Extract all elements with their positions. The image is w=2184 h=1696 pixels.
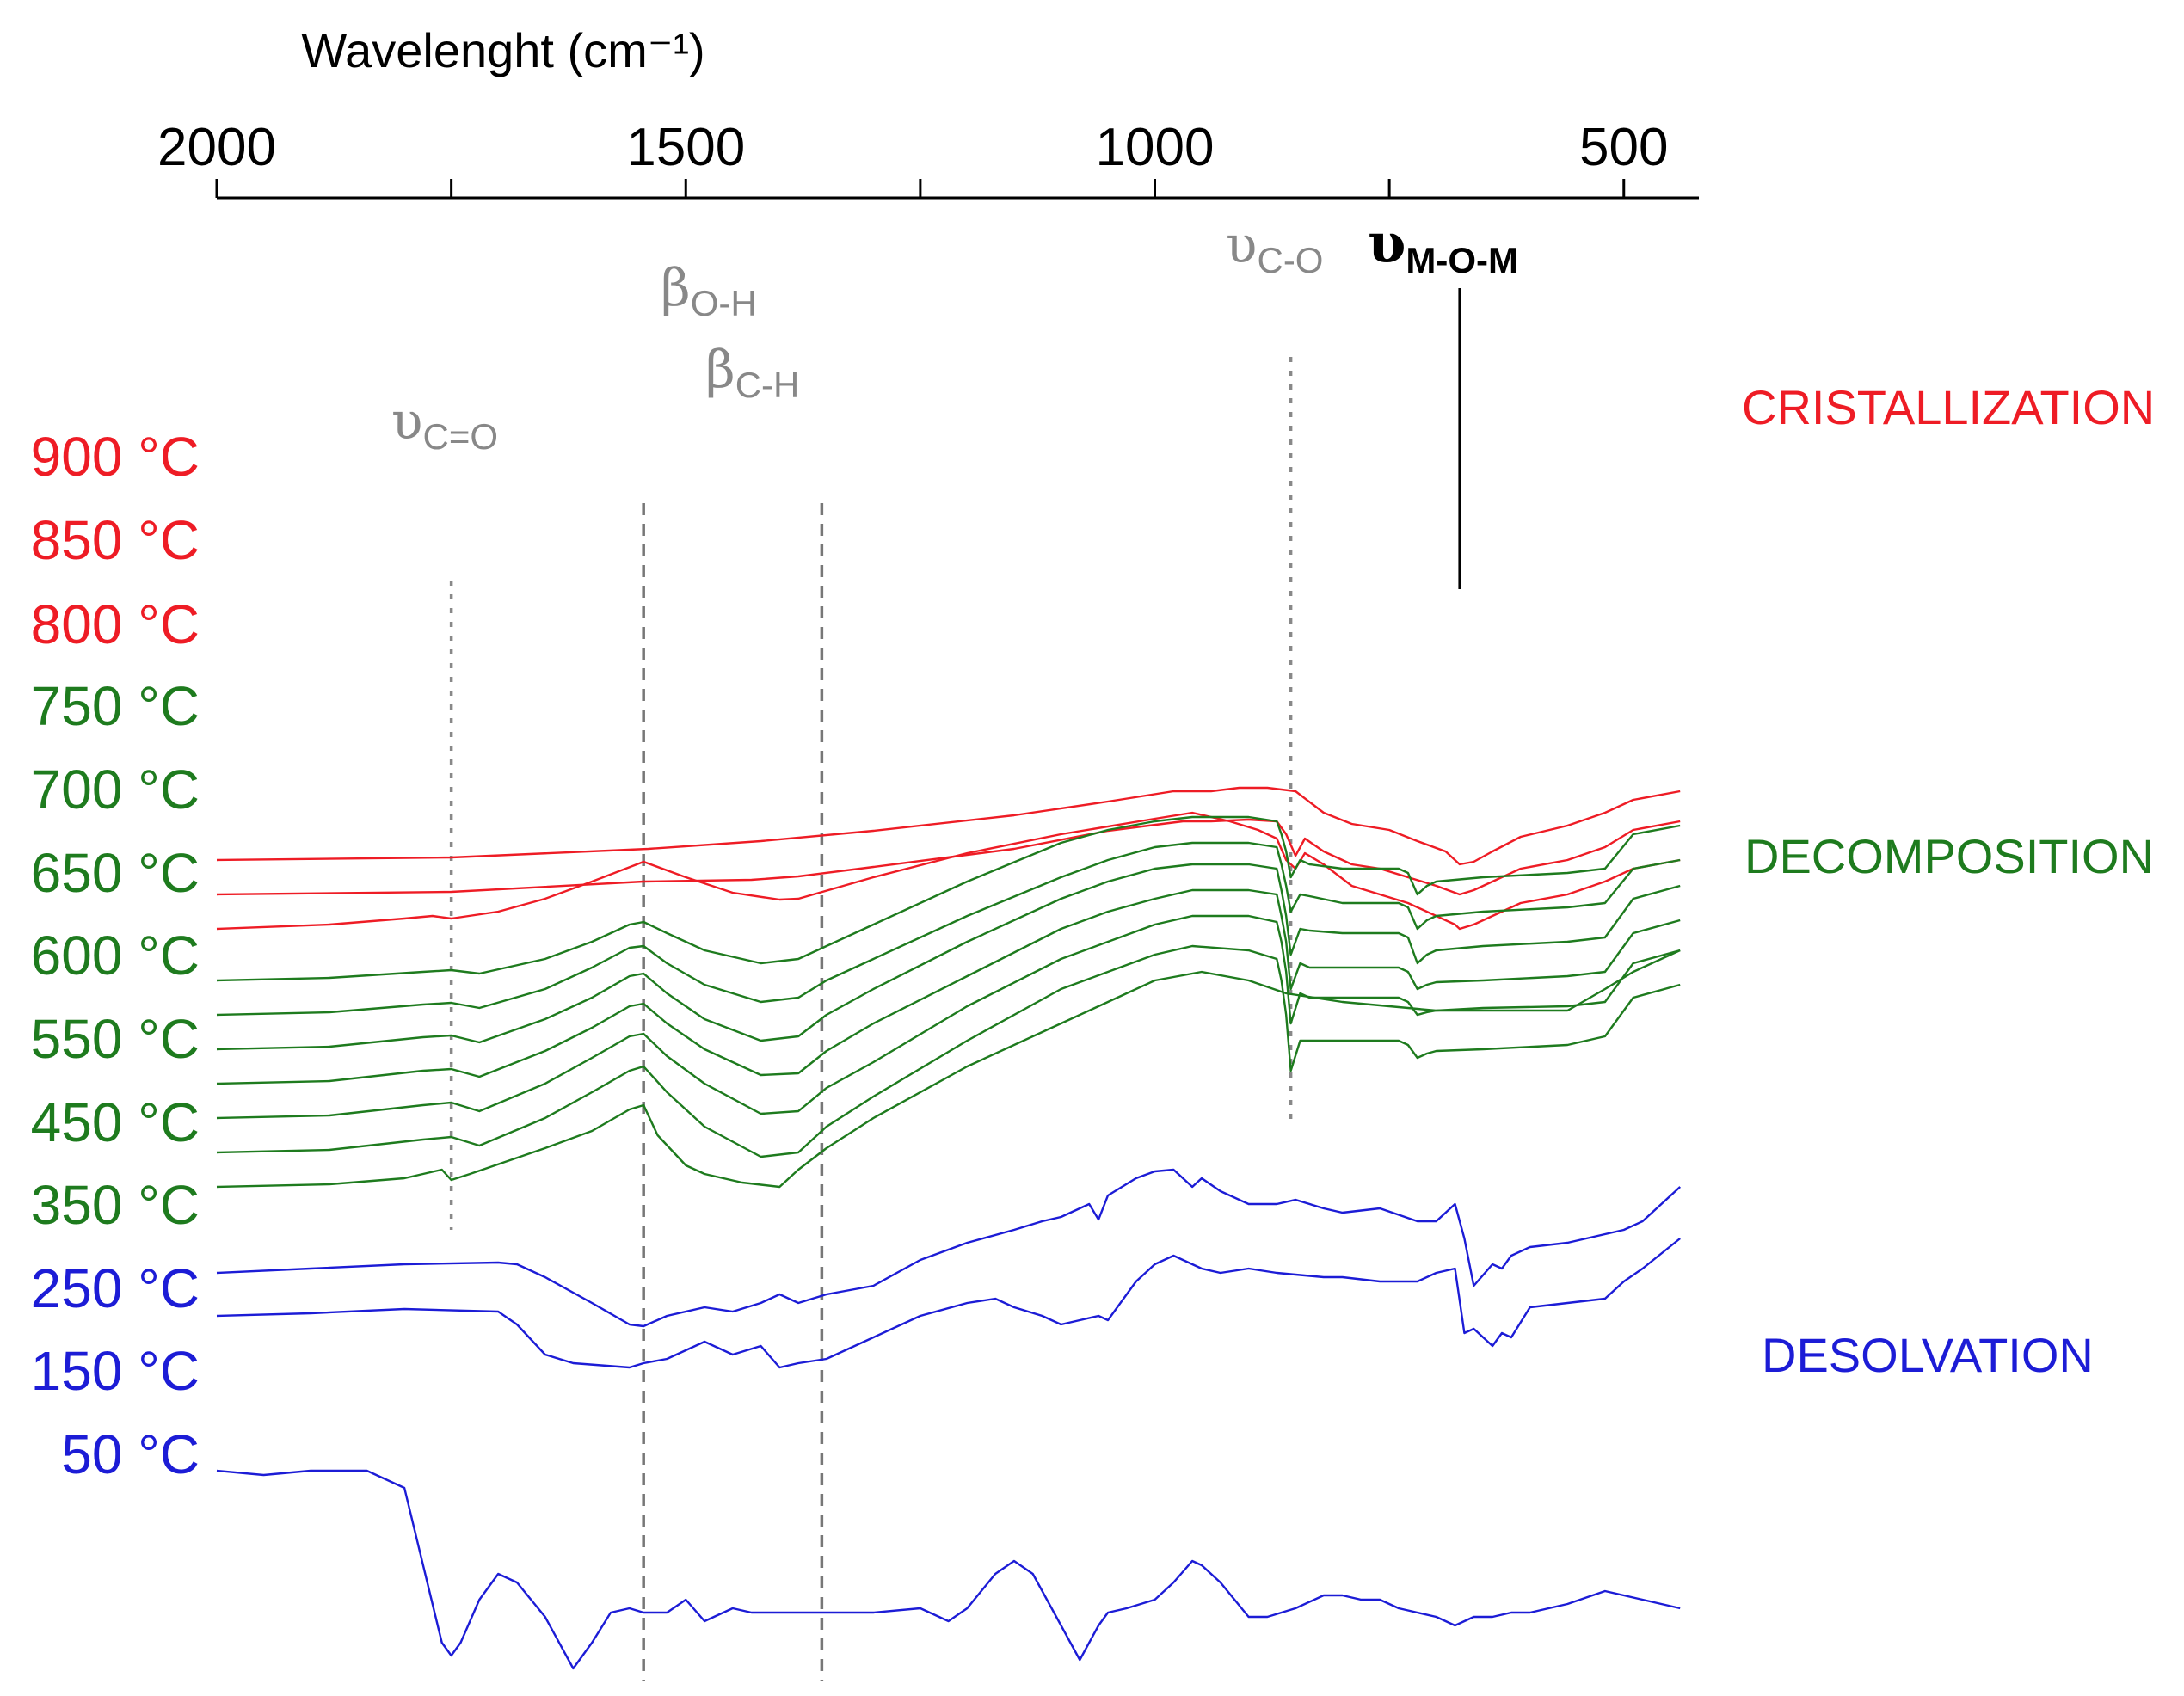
spectra (216, 786, 1682, 1670)
x-tick-label-500: 500 (1579, 118, 1668, 177)
temp-label-350c: 350 °C (31, 1174, 200, 1236)
temp-label-800c: 800 °C (31, 593, 200, 655)
temp-label-700c: 700 °C (31, 759, 200, 820)
temp-label-600c: 600 °C (31, 925, 200, 986)
stage-desolvation: DESOLVATION (1762, 1328, 2094, 1382)
temp-label-750c: 750 °C (31, 675, 200, 737)
temp-label-150c: 150 °C (31, 1340, 200, 1402)
spectrum-350c (216, 949, 1681, 1189)
spectrum-900c (216, 786, 1681, 866)
annotation-c-o: υC-O (1226, 215, 1323, 280)
temp-label-450c: 450 °C (31, 1091, 200, 1153)
spectrum-50c (216, 1469, 1681, 1670)
stage-decomposition: DECOMPOSITION (1744, 829, 2154, 883)
spectrum-550c (216, 914, 1681, 1120)
x-tick-label-1500: 1500 (626, 118, 745, 177)
band-lines (449, 288, 1461, 1681)
spectrum-450c (216, 944, 1681, 1158)
spectrum-650c (216, 863, 1681, 1051)
spectrum-750c (216, 815, 1681, 982)
x-tick-label-2000: 2000 (157, 118, 276, 177)
spectrum-800c (216, 811, 1681, 931)
temp-label-50c: 50 °C (61, 1423, 200, 1485)
temp-label-850c: 850 °C (31, 509, 200, 571)
spectrum-600c (216, 888, 1681, 1085)
temp-label-650c: 650 °C (31, 842, 200, 904)
spectrum-250c (216, 1168, 1682, 1328)
annotation-c-eq-o: υC=O (391, 391, 498, 457)
temp-label-550c: 550 °C (31, 1008, 200, 1070)
temperature-labels: 900 °C 850 °C 800 °C 750 °C 700 °C 650 °C 600 … (31, 426, 200, 1485)
annotation-c-h: βC-H (705, 340, 799, 405)
stage-cristallization: CRISTALLIZATION (1742, 380, 2155, 434)
annotation-m-o-m: υM-O-M (1368, 212, 1518, 280)
temp-label-250c: 250 °C (31, 1257, 200, 1319)
spectrum-700c (216, 841, 1681, 1017)
x-axis-ticks: 2000 1500 1000 500 (157, 118, 1668, 198)
annotation-o-h: βO-H (661, 258, 757, 323)
x-axis-title: Wavelenght (cm⁻¹) (301, 23, 704, 77)
x-tick-label-1000: 1000 (1096, 118, 1215, 177)
temp-label-900c: 900 °C (31, 426, 200, 488)
spectrum-150c (216, 1238, 1681, 1369)
